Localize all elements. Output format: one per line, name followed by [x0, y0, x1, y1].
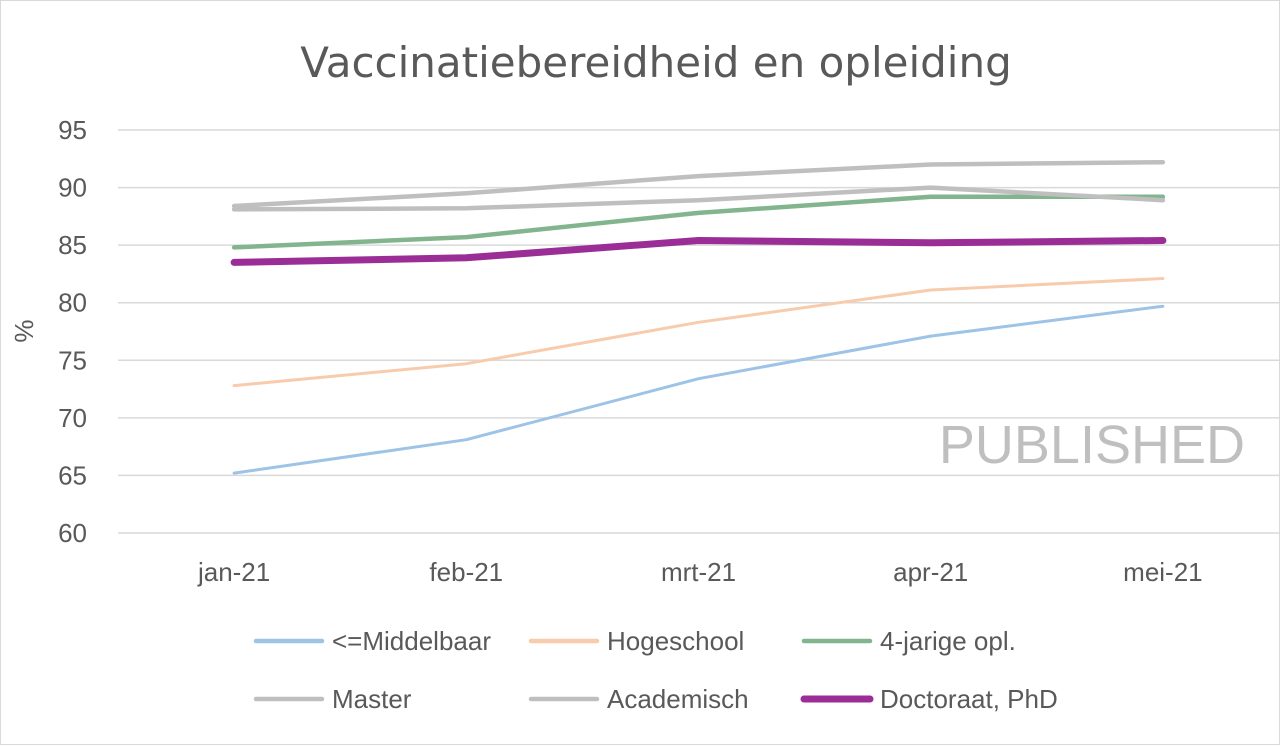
x-tick-label: mrt-21 [661, 557, 736, 587]
y-tick-label: 70 [58, 403, 87, 433]
y-axis-label: % [9, 319, 39, 342]
x-tick-label: apr-21 [893, 557, 968, 587]
y-tick-label: 85 [58, 230, 87, 260]
published-watermark: PUBLISHED [939, 415, 1245, 475]
legend-entry: Hogeschool [607, 626, 744, 656]
series-lines [230, 159, 1167, 475]
series-line-1 [232, 277, 1165, 388]
x-tick-label: mei-21 [1123, 557, 1202, 587]
y-tick-label: 80 [58, 288, 87, 318]
series-line-4 [231, 185, 1166, 212]
y-tick-label: 65 [58, 460, 87, 490]
series-line-0 [232, 304, 1165, 475]
legend-entry: Master [332, 684, 412, 714]
legend-entry: Academisch [607, 684, 749, 714]
legend-entry: 4-jarige opl. [880, 626, 1016, 656]
y-axis-ticks: 60 65 70 75 80 85 90 95 [58, 115, 87, 548]
series-line-2 [231, 194, 1166, 250]
y-tick-label: 95 [58, 115, 87, 145]
legend-entry: <=Middelbaar [332, 626, 491, 656]
series-line-3 [231, 159, 1166, 209]
y-tick-label: 75 [58, 345, 87, 375]
series-line-5 [230, 237, 1167, 266]
legend-entry: Doctoraat, PhD [880, 684, 1058, 714]
x-tick-label: feb-21 [429, 557, 503, 587]
chart-title: Vaccinatiebereidheid en opleiding [300, 38, 1012, 87]
y-tick-label: 60 [58, 518, 87, 548]
x-tick-label: jan-21 [197, 557, 270, 587]
x-axis-ticks: jan-21 feb-21 mrt-21 apr-21 mei-21 [197, 557, 1203, 587]
y-tick-label: 90 [58, 173, 87, 203]
legend: <=Middelbaar Hogeschool 4-jarige opl. Maste… [253, 626, 1058, 714]
